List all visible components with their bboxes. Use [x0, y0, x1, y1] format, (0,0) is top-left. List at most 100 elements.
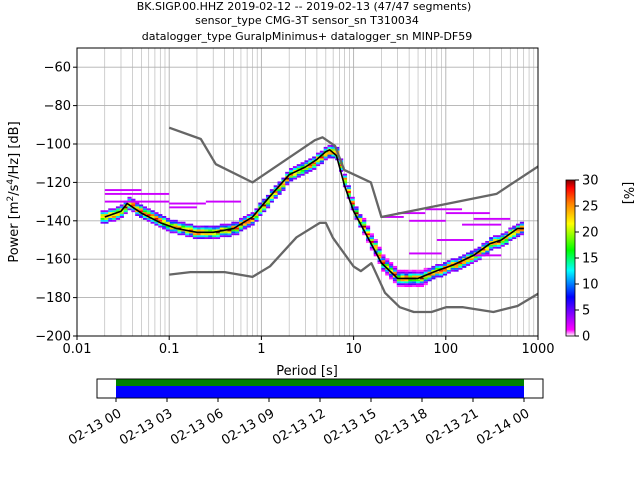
- ppsd-cell: [331, 148, 336, 151]
- ppsd-cell: [112, 214, 117, 216]
- ppsd-cell: [396, 275, 401, 278]
- ppsd-cell: [177, 221, 182, 224]
- ppsd-cell: [227, 231, 232, 234]
- ppsd-cell: [146, 217, 151, 220]
- ppsd-cell: [392, 267, 398, 270]
- ppsd-cell: [169, 229, 174, 232]
- ppsd-cell: [135, 212, 140, 215]
- ppsd-cell: [339, 164, 344, 167]
- ppsd-cell: [289, 175, 294, 178]
- ppsd-cell: [296, 166, 301, 168]
- ppsd-cell: [404, 279, 409, 282]
- ppsd-cell: [250, 221, 255, 224]
- ppsd-cell: [400, 275, 405, 278]
- ppsd-cell: [504, 237, 509, 240]
- ppsd-cell: [165, 219, 171, 222]
- ppsd-cell: [154, 212, 159, 215]
- ppsd-cell: [365, 235, 371, 238]
- x-tick-label: 1000: [521, 342, 554, 357]
- ppsd-cell: [227, 225, 232, 228]
- ppsd-cell: [404, 271, 409, 274]
- ppsd-cell: [319, 156, 324, 159]
- ppsd-cell: [362, 219, 367, 222]
- ppsd-cell: [258, 210, 263, 213]
- availability-bar-blue: [116, 386, 524, 398]
- ppsd-cell: [292, 173, 298, 176]
- ppsd-cell: [173, 223, 178, 226]
- availability-bar-green: [116, 379, 524, 386]
- ppsd-cell: [142, 206, 148, 209]
- ppsd-cell: [254, 214, 259, 216]
- ppsd-cell: [131, 202, 136, 205]
- ppsd-cell: [492, 244, 498, 247]
- ppsd-cell: [289, 169, 294, 172]
- ppsd-cell: [208, 229, 213, 232]
- ppsd-cell: [419, 285, 424, 288]
- ppsd-cell: [127, 208, 132, 211]
- ppsd-cell: [242, 216, 248, 218]
- ppsd-cell: [127, 198, 132, 201]
- ppsd-cell: [242, 217, 248, 220]
- colorbar-tick-label: 0: [582, 330, 590, 345]
- ppsd-cell: [362, 223, 367, 226]
- y-tick-label: −180: [35, 291, 71, 306]
- ppsd-cell: [436, 239, 474, 241]
- ppsd-cell: [327, 146, 332, 149]
- ppsd-cell: [254, 208, 259, 211]
- ppsd-cell: [323, 148, 328, 151]
- ppsd-cell: [381, 265, 386, 268]
- ppsd-cell: [442, 271, 448, 274]
- ppsd-cell: [385, 262, 390, 264]
- ppsd-cell: [131, 204, 136, 207]
- ppsd-cell: [165, 225, 171, 228]
- ppsd-cell: [239, 219, 244, 222]
- ppsd-cell: [104, 214, 109, 216]
- ppsd-cell: [419, 271, 424, 274]
- ppsd-cell: [308, 158, 313, 161]
- ppsd-cell: [385, 264, 390, 266]
- ppsd-cell: [396, 273, 401, 276]
- ppsd-cell: [412, 283, 417, 286]
- ppsd-cell: [204, 225, 209, 228]
- ppsd-cell: [508, 227, 513, 230]
- ppsd-cell: [346, 192, 351, 195]
- ppsd-cell: [258, 208, 263, 211]
- ppsd-cell: [135, 208, 140, 211]
- ppsd-cell: [285, 179, 290, 182]
- ppsd-cell: [269, 196, 274, 199]
- ppsd-cell: [423, 283, 428, 286]
- y-axis-label: Power [m2/s4/Hz] [dB]: [6, 121, 22, 262]
- ppsd-cell: [262, 200, 267, 203]
- ppsd-cell: [208, 235, 213, 238]
- ppsd-cell: [442, 273, 448, 276]
- ppsd-cell: [381, 262, 386, 264]
- ppsd-cell: [258, 212, 263, 215]
- ppsd-cell: [504, 239, 509, 241]
- ppsd-cell: [446, 267, 451, 270]
- ppsd-cell: [492, 242, 498, 245]
- ppsd-cell: [292, 175, 298, 178]
- ppsd-cell: [208, 237, 213, 240]
- ppsd-cell: [185, 231, 190, 234]
- ppsd-cell: [177, 231, 182, 234]
- ppsd-cell: [358, 225, 363, 228]
- ppsd-cell: [365, 229, 371, 232]
- ppsd-cell: [327, 152, 332, 155]
- ppsd-cell: [458, 258, 463, 261]
- ppsd-cell: [208, 225, 213, 228]
- ppsd-cell: [404, 273, 409, 276]
- ppsd-cell: [104, 200, 170, 203]
- ppsd-cell: [154, 221, 159, 224]
- ppsd-cell: [435, 275, 440, 278]
- ppsd-cell: [315, 164, 321, 167]
- ppsd-cell: [485, 252, 490, 255]
- colorbar-tick-label: 10: [582, 278, 599, 293]
- ppsd-cell: [200, 237, 205, 240]
- ppsd-cell: [142, 216, 148, 218]
- ppsd-cell: [108, 210, 113, 213]
- ppsd-cell: [408, 271, 413, 274]
- ppsd-cell: [150, 214, 155, 216]
- ppsd-cell: [235, 221, 240, 224]
- ppsd-cell: [312, 164, 317, 167]
